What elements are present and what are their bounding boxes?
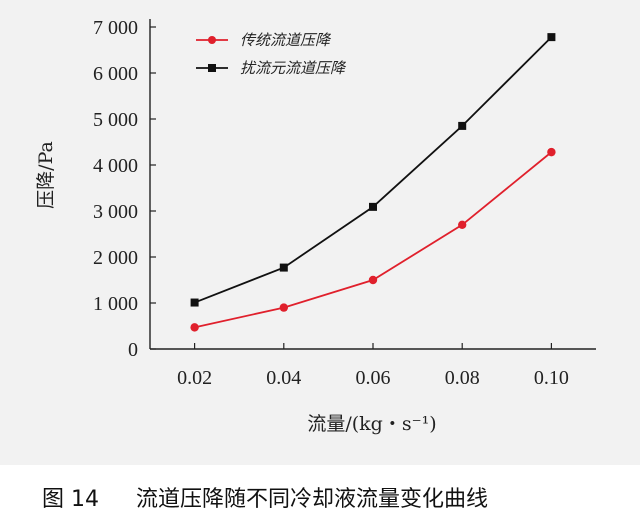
x-axis-title: 流量/(kg・s⁻¹) — [307, 413, 436, 435]
y-axis-title: 压降/Pa — [35, 141, 57, 209]
y-tick-label: 4 000 — [93, 155, 138, 177]
data-point — [547, 147, 556, 157]
y-tick-label: 6 000 — [93, 63, 138, 85]
data-point — [190, 298, 199, 307]
legend-marker — [208, 64, 216, 72]
caption-figure-number: 图 14 — [42, 487, 99, 512]
legend-label: 扰流元流道压降 — [240, 59, 347, 77]
data-point — [190, 323, 199, 332]
x-axis-ticks: 0.02 0.04 0.06 0.08 0.10 — [177, 343, 569, 389]
x-tick-label: 0.02 — [177, 367, 212, 389]
data-point — [368, 275, 378, 285]
x-tick-label: 0.10 — [534, 367, 569, 389]
y-axis-ticks: 0 1 000 2 000 3 000 4 000 5 000 6 000 7 000 — [93, 17, 156, 361]
x-tick-label: 0.06 — [356, 367, 391, 389]
y-tick-label: 5 000 — [93, 109, 138, 131]
y-tick-label: 7 000 — [93, 17, 138, 39]
legend-marker — [208, 36, 216, 44]
chart-figure: 0 1 000 2 000 3 000 4 000 5 000 6 000 7 000 0.0… — [0, 0, 640, 465]
data-point — [458, 220, 467, 229]
series-line — [194, 151, 552, 329]
data-point — [458, 121, 467, 130]
data-point — [279, 303, 288, 312]
data-point — [547, 33, 556, 42]
y-tick-label: 3 000 — [93, 201, 138, 223]
figure-caption: 图 14 流道压降随不同冷却液流量变化曲线 — [42, 481, 488, 513]
y-tick-label: 2 000 — [93, 247, 138, 269]
x-tick-label: 0.04 — [266, 367, 301, 389]
legend-label: 传统流道压降 — [240, 31, 332, 49]
caption-text: 流道压降随不同冷却液流量变化曲线 — [136, 487, 489, 512]
data-point — [369, 202, 377, 211]
data-point — [279, 263, 288, 272]
y-tick-label: 0 — [128, 339, 138, 361]
y-tick-label: 1 000 — [93, 293, 138, 315]
series-layer — [190, 33, 556, 332]
line-chart: 0 1 000 2 000 3 000 4 000 5 000 6 000 7 000 0.0… — [35, 17, 596, 435]
x-tick-label: 0.08 — [445, 367, 480, 389]
